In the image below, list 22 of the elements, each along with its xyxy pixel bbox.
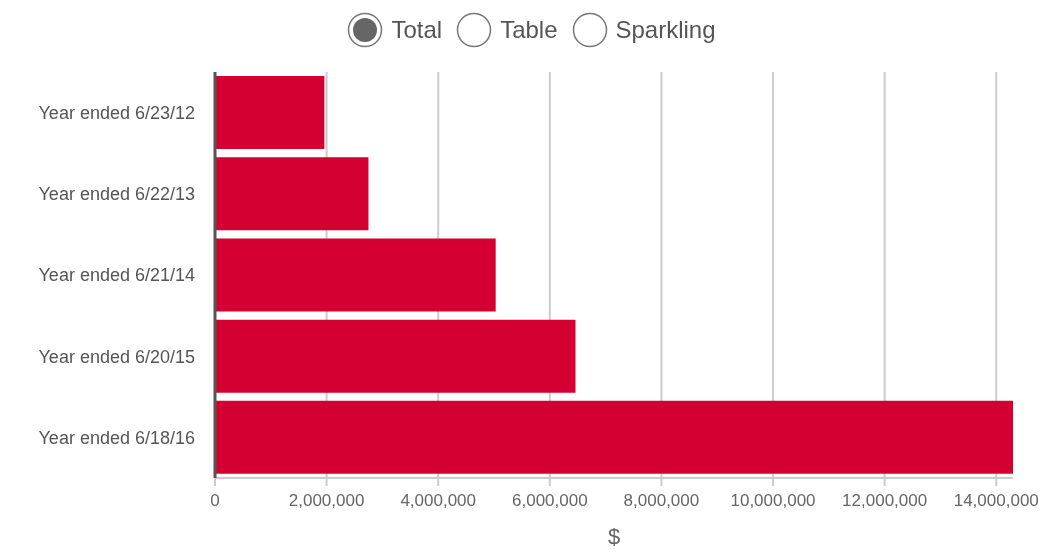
y-tick-label: Year ended 6/18/16 — [38, 427, 195, 448]
y-tick-label: Year ended 6/20/15 — [38, 346, 195, 367]
x-tick-label: 2,000,000 — [288, 491, 365, 510]
y-tick-label: Year ended 6/21/14 — [38, 265, 195, 286]
bar — [215, 400, 1013, 474]
x-tick-label: 14,000,000 — [953, 491, 1039, 510]
text: Total — [391, 16, 443, 44]
x-tick-label: 0 — [210, 491, 220, 510]
x-axis-title: $ — [607, 524, 621, 549]
y-tick-label: Year ended 6/23/12 — [38, 102, 195, 123]
x-tick-label: 4,000,000 — [400, 491, 477, 510]
x-tick-label: 6,000,000 — [512, 491, 588, 510]
x-tick-label: 10,000,000 — [730, 491, 816, 510]
x-tick-label: 8,000,000 — [623, 491, 700, 510]
y-tick-label: Year ended 6/22/13 — [38, 184, 195, 205]
bar — [215, 319, 576, 393]
text: Sparkling — [615, 16, 716, 44]
bar — [215, 157, 369, 231]
bar — [215, 238, 496, 312]
bar — [215, 76, 325, 150]
x-tick-label: 12,000,000 — [842, 491, 928, 510]
text: Table — [500, 16, 558, 44]
